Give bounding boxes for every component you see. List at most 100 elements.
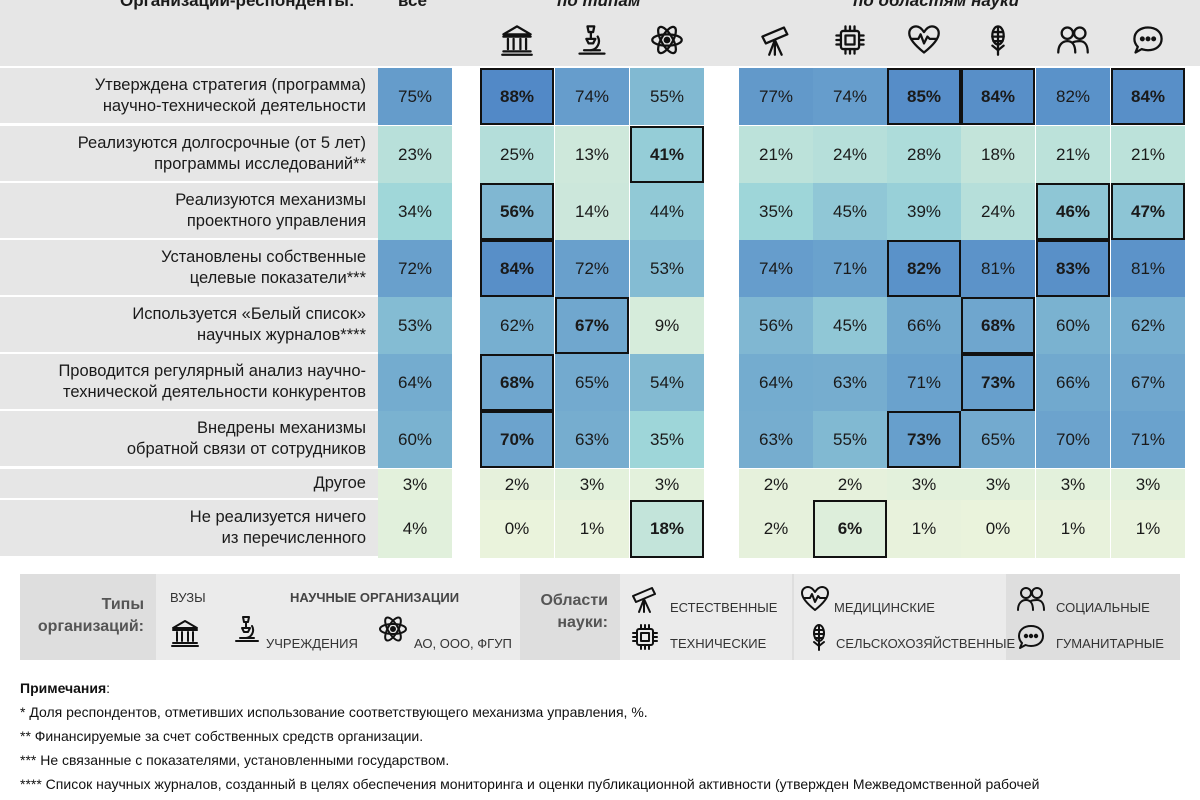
column-header-chat-icon — [1128, 20, 1168, 60]
heatmap-cell: 70% — [480, 411, 554, 468]
note-1: * Доля респондентов, отметивших использо… — [20, 704, 648, 720]
notes: Примечания: * Доля респондентов, отметив… — [20, 676, 1190, 796]
heatmap-cell: 4% — [378, 500, 452, 558]
heatmap-cell: 55% — [630, 68, 704, 125]
column-header-wheat-icon — [978, 20, 1018, 60]
heatmap-cell: 45% — [813, 183, 887, 240]
heatmap-cell: 67% — [555, 297, 629, 354]
heatmap-cell: 41% — [630, 126, 704, 183]
all-column-label: все — [398, 0, 427, 10]
heatmap-cell: 75% — [378, 68, 452, 125]
wheat-icon — [804, 622, 834, 652]
heart-pulse-icon — [800, 584, 830, 614]
heatmap-cell: 74% — [813, 68, 887, 125]
heatmap-cell: 63% — [739, 411, 813, 468]
row-label-text: Не реализуется ничего из перечисленного — [189, 508, 366, 547]
legend-med-label: МЕДИЦИНСКИЕ — [834, 600, 935, 615]
legend-vuz-label: ВУЗЫ — [170, 590, 206, 605]
row-label: Утверждена стратегия (программа) научно-… — [0, 68, 378, 123]
heatmap-cell: 73% — [961, 354, 1035, 411]
heatmap-cell: 54% — [630, 354, 704, 411]
legend-tech-label: ТЕХНИЧЕСКИЕ — [670, 636, 767, 651]
heatmap-cell: 70% — [1036, 411, 1110, 468]
heatmap-cell: 71% — [813, 240, 887, 297]
heatmap-cell: 1% — [887, 500, 961, 558]
heatmap-cell: 2% — [739, 469, 813, 500]
row-label-text: Установлены собственные целевые показате… — [161, 247, 366, 287]
heatmap-cell: 72% — [555, 240, 629, 297]
column-header-atom-icon — [647, 20, 687, 60]
heatmap-cell: 65% — [961, 411, 1035, 468]
telescope-icon — [630, 584, 660, 614]
column-header-telescope-icon — [756, 20, 796, 60]
heatmap-cell: 3% — [1111, 469, 1185, 500]
note-4: **** Список научных журналов, созданный … — [20, 776, 1040, 792]
heatmap-cell: 24% — [813, 126, 887, 183]
heatmap-cell: 18% — [961, 126, 1035, 183]
row-label-text: Проводится регулярный анализ научно- тех… — [58, 361, 366, 401]
row-label: Установлены собственные целевые показате… — [0, 240, 378, 295]
heatmap-cell: 24% — [961, 183, 1035, 240]
row-label: Не реализуется ничего из перечисленного — [0, 500, 378, 556]
column-header-people-icon — [1053, 20, 1093, 60]
heatmap-cell: 25% — [480, 126, 554, 183]
heatmap-cell: 73% — [887, 411, 961, 468]
heatmap-cell: 68% — [961, 297, 1035, 354]
heatmap-cell: 28% — [887, 126, 961, 183]
heatmap-cell: 84% — [1111, 68, 1185, 125]
heatmap-cell: 1% — [555, 500, 629, 558]
heatmap-cell: 35% — [630, 411, 704, 468]
column-header-university-icon — [497, 20, 537, 60]
heatmap-cell: 35% — [739, 183, 813, 240]
heatmap-cell: 66% — [887, 297, 961, 354]
people-icon — [1016, 584, 1046, 614]
legend-natural-label: ЕСТЕСТВЕННЫЕ — [670, 600, 778, 615]
column-header-chip-icon — [830, 20, 870, 60]
heatmap-cell: 14% — [555, 183, 629, 240]
heatmap-cell: 1% — [1111, 500, 1185, 558]
heatmap-cell: 21% — [1111, 126, 1185, 183]
heatmap-cell: 1% — [1036, 500, 1110, 558]
heatmap-cell: 74% — [555, 68, 629, 125]
heatmap-cell: 21% — [739, 126, 813, 183]
heatmap-cell: 64% — [378, 354, 452, 411]
legend-types-title: Типы организаций: — [37, 596, 144, 635]
heatmap-cell: 71% — [887, 354, 961, 411]
heatmap-cell: 3% — [961, 469, 1035, 500]
heatmap-cell: 3% — [555, 469, 629, 500]
heatmap-cell: 2% — [739, 500, 813, 558]
heatmap-cell: 74% — [739, 240, 813, 297]
heatmap-cell: 72% — [378, 240, 452, 297]
heatmap-cell: 85% — [887, 68, 961, 125]
microscope-icon — [232, 614, 262, 644]
heatmap-cell: 62% — [480, 297, 554, 354]
heatmap-cell: 3% — [1036, 469, 1110, 500]
heatmap-cell: 0% — [961, 500, 1035, 558]
heatmap-cell: 71% — [1111, 411, 1185, 468]
column-header-heart-pulse-icon — [904, 20, 944, 60]
by-field-label: по областям науки — [853, 0, 1020, 10]
heatmap-cell: 77% — [739, 68, 813, 125]
row-label: Реализуются механизмы проектного управле… — [0, 183, 378, 238]
table-header: Организации-респонденты: все по типам по… — [0, 0, 1200, 66]
heatmap-cell: 82% — [887, 240, 961, 297]
column-header-microscope-icon — [572, 20, 612, 60]
heatmap-cell: 46% — [1036, 183, 1110, 240]
heatmap-cell: 83% — [1036, 240, 1110, 297]
heatmap-cell: 53% — [630, 240, 704, 297]
heatmap-cell: 39% — [887, 183, 961, 240]
heatmap-cell: 9% — [630, 297, 704, 354]
heatmap-cell: 88% — [480, 68, 554, 125]
heatmap-cell: 62% — [1111, 297, 1185, 354]
heatmap-cell: 18% — [630, 500, 704, 558]
heatmap-cell: 55% — [813, 411, 887, 468]
heatmap-cell: 34% — [378, 183, 452, 240]
row-label: Другое — [0, 469, 378, 498]
respondents-label: Организации-респонденты: — [120, 0, 355, 10]
by-type-label: по типам — [557, 0, 641, 10]
heatmap-cell: 21% — [1036, 126, 1110, 183]
note-2: ** Финансируемые за счет собственных сре… — [20, 728, 424, 744]
row-label: Проводится регулярный анализ научно- тех… — [0, 354, 378, 409]
legend-fields-box-2 — [794, 574, 1006, 660]
heatmap-cell: 56% — [480, 183, 554, 240]
